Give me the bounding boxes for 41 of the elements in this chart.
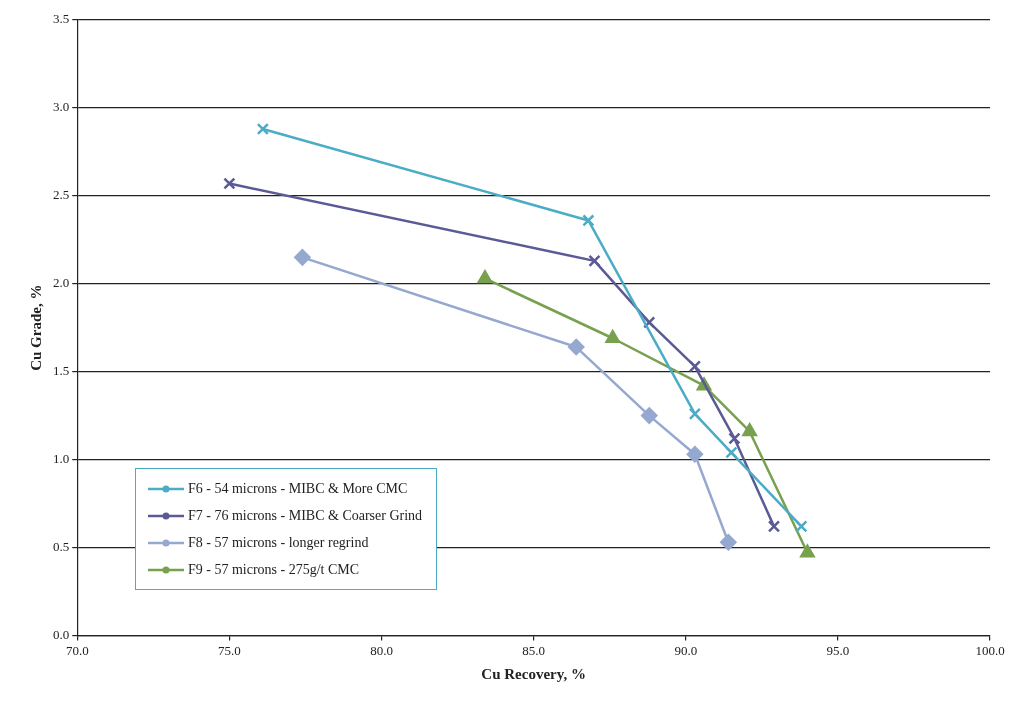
point	[643, 316, 656, 329]
point	[725, 446, 738, 459]
x-tick-label: 100.0	[975, 642, 1005, 658]
point	[605, 330, 621, 343]
y-tick-label: 1.5	[53, 363, 70, 379]
point	[582, 214, 595, 227]
point	[686, 446, 704, 463]
y-axis-title: Cu Grade, %	[27, 284, 44, 371]
point	[742, 423, 757, 437]
x-tick-label: 75.0	[218, 642, 241, 658]
legend-label: F7 - 76 microns - MIBC & Coarser Grind	[188, 507, 423, 524]
x-tick-label: 95.0	[826, 642, 850, 658]
point	[688, 407, 702, 421]
legend-label: F9 - 57 microns - 275g/t CMC	[188, 561, 360, 578]
x-tick-label: 85.0	[522, 642, 545, 658]
point	[256, 122, 270, 136]
point	[728, 432, 741, 445]
y-tick-label: 3.5	[53, 11, 70, 27]
legend-label: F8 - 57 microns - longer regrind	[188, 534, 369, 551]
y-tick-label: 2.5	[53, 187, 70, 203]
point	[223, 177, 236, 190]
x-tick-label: 80.0	[370, 642, 393, 658]
point	[800, 544, 815, 558]
point	[767, 520, 781, 533]
y-tick-label: 0.5	[53, 538, 70, 554]
point	[588, 254, 601, 268]
point	[795, 520, 808, 533]
point	[477, 270, 493, 284]
x-axis-title: Cu Recovery, %	[481, 665, 586, 682]
x-tick-label: 70.0	[65, 642, 89, 658]
y-tick-label: 0.0	[53, 626, 70, 642]
point	[640, 407, 658, 424]
point	[567, 338, 585, 356]
y-tick-label: 3.0	[53, 99, 70, 115]
y-tick-label: 1.0	[53, 450, 70, 466]
x-tick-label: 90.0	[674, 642, 698, 658]
legend-label: F6 - 54 microns - MIBC & More CMC	[188, 480, 408, 497]
point	[720, 533, 737, 551]
y-tick-label: 2.0	[53, 275, 70, 291]
point	[688, 360, 702, 373]
point	[294, 249, 311, 266]
